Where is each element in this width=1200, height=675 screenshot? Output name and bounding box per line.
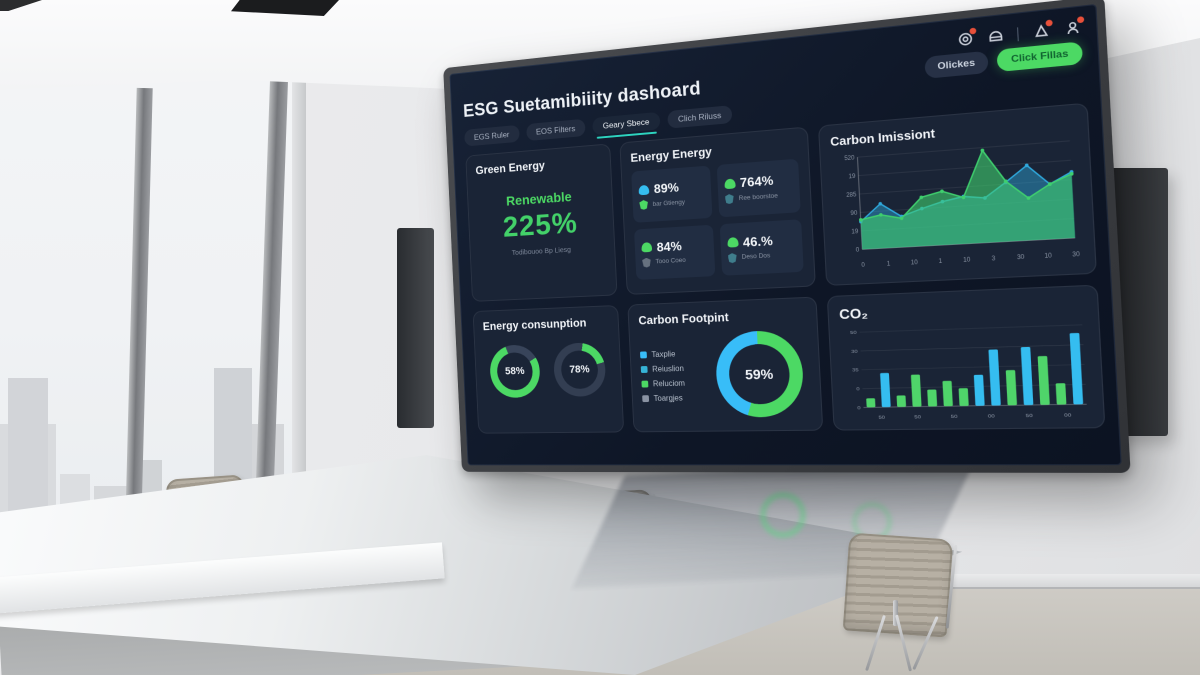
tv-bezel: ESG Suetamibiiity dashoard Olickes Click… bbox=[443, 0, 1131, 473]
leaf-icon bbox=[638, 184, 650, 196]
window-frame bbox=[292, 0, 306, 566]
green-energy-caption: Todibouoo Bp Liesg bbox=[511, 244, 572, 257]
stat-label: Ree boorstoe bbox=[738, 192, 779, 202]
leaf-icon bbox=[723, 178, 736, 189]
energy-stats-card: Energy Energy 89% bar Gtiengy 764% Ree b… bbox=[619, 126, 816, 295]
donut-gauge: 58% bbox=[488, 344, 541, 399]
stat-tile: 84% Tooo Coeo bbox=[633, 224, 715, 280]
shield-icon bbox=[642, 258, 651, 268]
svg-text:0: 0 bbox=[857, 405, 861, 411]
svg-text:285: 285 bbox=[846, 192, 856, 199]
table-reflection-ring bbox=[760, 492, 806, 538]
green-energy-card: Green Energy Renewable 225% Todibouoo Bp… bbox=[465, 143, 618, 302]
svg-text:35: 35 bbox=[852, 368, 859, 374]
leaf-icon bbox=[641, 242, 653, 253]
svg-text:30: 30 bbox=[851, 349, 858, 355]
tab-eos-filters[interactable]: EOS Filters bbox=[525, 118, 586, 142]
svg-text:0: 0 bbox=[856, 386, 860, 392]
svg-text:10: 10 bbox=[1044, 253, 1052, 260]
co2-card: CO₂ 50 30 35 0 0 50 50 50 00 50 00 bbox=[826, 284, 1106, 431]
stat-tile: 764% Ree boorstoe bbox=[716, 158, 801, 217]
gauge-value: 58% bbox=[504, 365, 525, 378]
svg-text:50: 50 bbox=[878, 415, 885, 421]
svg-text:1: 1 bbox=[938, 258, 942, 265]
svg-text:10: 10 bbox=[911, 260, 918, 267]
wall-tv: ESG Suetamibiiity dashoard Olickes Click… bbox=[443, 0, 1131, 473]
acoustic-panel-left bbox=[397, 228, 434, 428]
shield-icon bbox=[728, 253, 737, 263]
ceiling-corner-shadow bbox=[0, 0, 42, 11]
ceiling-recess-panel bbox=[231, 0, 339, 16]
notification-badge bbox=[1076, 15, 1085, 23]
svg-text:1: 1 bbox=[887, 261, 891, 268]
gauge-value: 78% bbox=[569, 363, 590, 376]
carbon-footprint-donut: 59% bbox=[714, 329, 805, 418]
bell-icon[interactable] bbox=[1032, 18, 1053, 40]
svg-text:00: 00 bbox=[1064, 412, 1072, 418]
svg-text:0: 0 bbox=[861, 262, 865, 269]
stat-value: 764% bbox=[739, 172, 774, 191]
statusbar-divider bbox=[1016, 26, 1019, 41]
tab-clich-riluss[interactable]: Clich Riluss bbox=[666, 105, 733, 129]
svg-text:3: 3 bbox=[992, 256, 996, 263]
carbon-footprint-card: Carbon Footpint Taxplie Reiuslion Reluci… bbox=[627, 296, 824, 433]
shield-icon bbox=[639, 200, 648, 210]
notification-badge bbox=[969, 27, 977, 35]
svg-text:30: 30 bbox=[1017, 254, 1025, 261]
svg-text:00: 00 bbox=[988, 413, 996, 419]
card-grid: Green Energy Renewable 225% Todibouoo Bp… bbox=[465, 102, 1106, 434]
donut-center-value: 59% bbox=[744, 365, 774, 383]
stat-value: 46.% bbox=[742, 232, 774, 250]
chair-legs bbox=[852, 614, 952, 675]
dashboard-screen: ESG Suetamibiiity dashoard Olickes Click… bbox=[449, 3, 1122, 466]
svg-text:50: 50 bbox=[1026, 413, 1034, 419]
stat-value: 89% bbox=[653, 179, 680, 197]
stat-label: Tooo Coeo bbox=[655, 257, 686, 266]
primary-action-button[interactable]: Click Fillas bbox=[996, 40, 1084, 72]
svg-text:0: 0 bbox=[856, 247, 860, 254]
legend: Taxplie Reiuslion Reluciom Toargjes bbox=[640, 349, 686, 403]
legend-item: Toargjes bbox=[642, 394, 686, 404]
tray-icon[interactable] bbox=[986, 27, 1004, 45]
carbon-emission-area-chart: 520 19 285 90 19 0 0 1 10 1 10 3 30 10 30 bbox=[844, 134, 1080, 269]
stat-label: Deso Dos bbox=[741, 252, 771, 262]
legend-item: Reiuslion bbox=[640, 364, 685, 374]
leaf-icon bbox=[726, 237, 739, 248]
stat-value: 84% bbox=[656, 238, 683, 255]
svg-text:520: 520 bbox=[844, 155, 854, 162]
donut-gauge: 78% bbox=[552, 342, 607, 397]
svg-text:50: 50 bbox=[850, 330, 857, 336]
tab-geary-sbece[interactable]: Geary Sbece bbox=[592, 111, 661, 136]
svg-text:19: 19 bbox=[849, 174, 856, 181]
svg-text:50: 50 bbox=[914, 414, 921, 420]
shield-icon bbox=[725, 194, 734, 205]
legend-item: Reluciom bbox=[641, 379, 685, 389]
svg-text:50: 50 bbox=[951, 414, 958, 420]
svg-text:90: 90 bbox=[850, 210, 857, 217]
notification-badge bbox=[1045, 18, 1053, 27]
svg-text:10: 10 bbox=[963, 257, 971, 264]
legend-item: Taxplie bbox=[640, 349, 684, 359]
svg-text:30: 30 bbox=[1072, 252, 1080, 259]
stat-label: bar Gtiengy bbox=[652, 198, 686, 208]
chair-stem bbox=[893, 600, 898, 626]
card-title: Carbon Footpint bbox=[638, 310, 729, 328]
energy-consumption-card: Energy consunption 58% 78% bbox=[472, 304, 625, 434]
secondary-button[interactable]: Olickes bbox=[923, 50, 990, 79]
svg-text:19: 19 bbox=[851, 229, 858, 236]
stat-tile: 89% bar Gtiengy bbox=[631, 165, 712, 223]
tab-esg-ruler[interactable]: EGS Ruler bbox=[464, 124, 520, 147]
stat-tile: 46.% Deso Dos bbox=[719, 218, 804, 276]
target-icon[interactable] bbox=[956, 27, 977, 48]
carbon-emission-card: Carbon Imissiont 520 19 285 90 19 0 0 1 10 1 10 3 30… bbox=[817, 102, 1097, 286]
card-title: Energy consunption bbox=[482, 315, 587, 334]
user-icon[interactable] bbox=[1063, 15, 1085, 37]
green-energy-value: 225% bbox=[502, 205, 579, 244]
